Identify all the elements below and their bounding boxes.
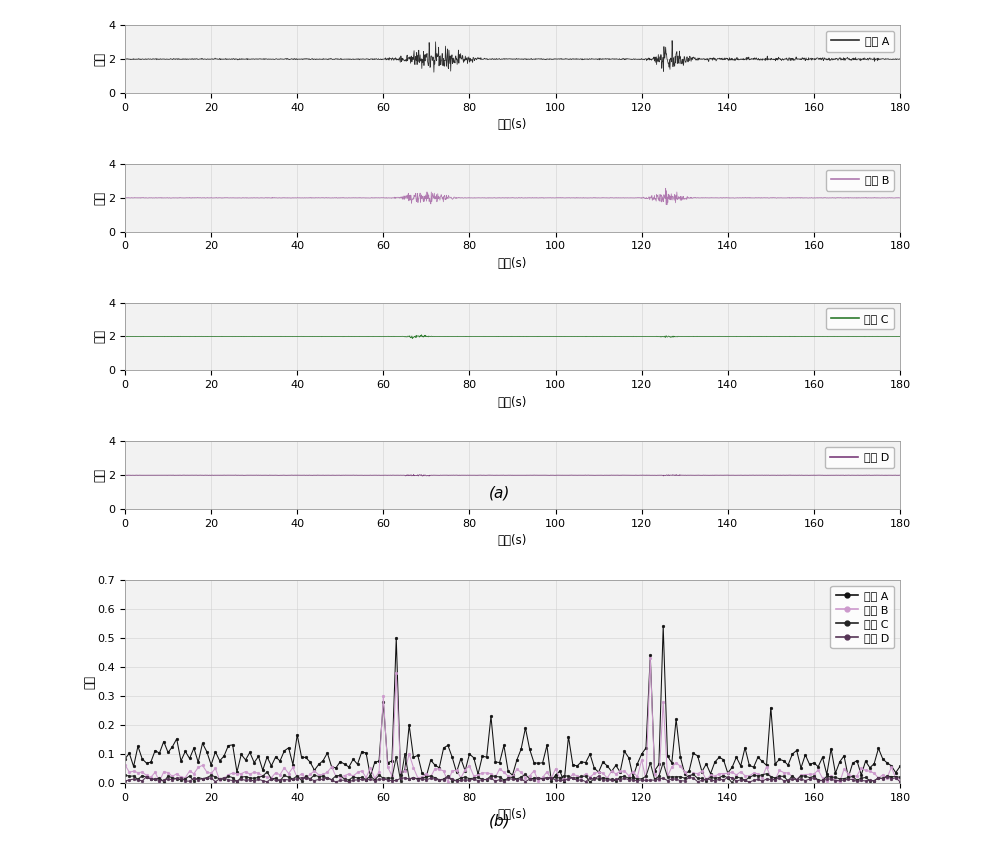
- Y-axis label: 幅度: 幅度: [83, 674, 96, 689]
- X-axis label: 时间(s): 时间(s): [498, 257, 527, 270]
- Y-axis label: 幅度: 幅度: [94, 52, 107, 66]
- Text: (a): (a): [489, 485, 511, 500]
- X-axis label: 时间(s): 时间(s): [498, 808, 527, 821]
- Legend: 雷达 A: 雷达 A: [826, 31, 894, 52]
- Y-axis label: 幅度: 幅度: [94, 468, 107, 482]
- Legend: 雷达 D: 雷达 D: [825, 447, 894, 468]
- X-axis label: 时间(s): 时间(s): [498, 396, 527, 408]
- Legend: 雷达 B: 雷达 B: [826, 169, 894, 190]
- Y-axis label: 幅度: 幅度: [94, 191, 107, 205]
- Text: (b): (b): [489, 813, 511, 829]
- Legend: 雷达 A, 雷达 B, 雷达 C, 雷达 D: 雷达 A, 雷达 B, 雷达 C, 雷达 D: [830, 586, 894, 648]
- X-axis label: 时间(s): 时间(s): [498, 535, 527, 547]
- Y-axis label: 幅度: 幅度: [94, 329, 107, 344]
- X-axis label: 时间(s): 时间(s): [498, 118, 527, 131]
- Legend: 雷达 C: 雷达 C: [826, 308, 894, 329]
